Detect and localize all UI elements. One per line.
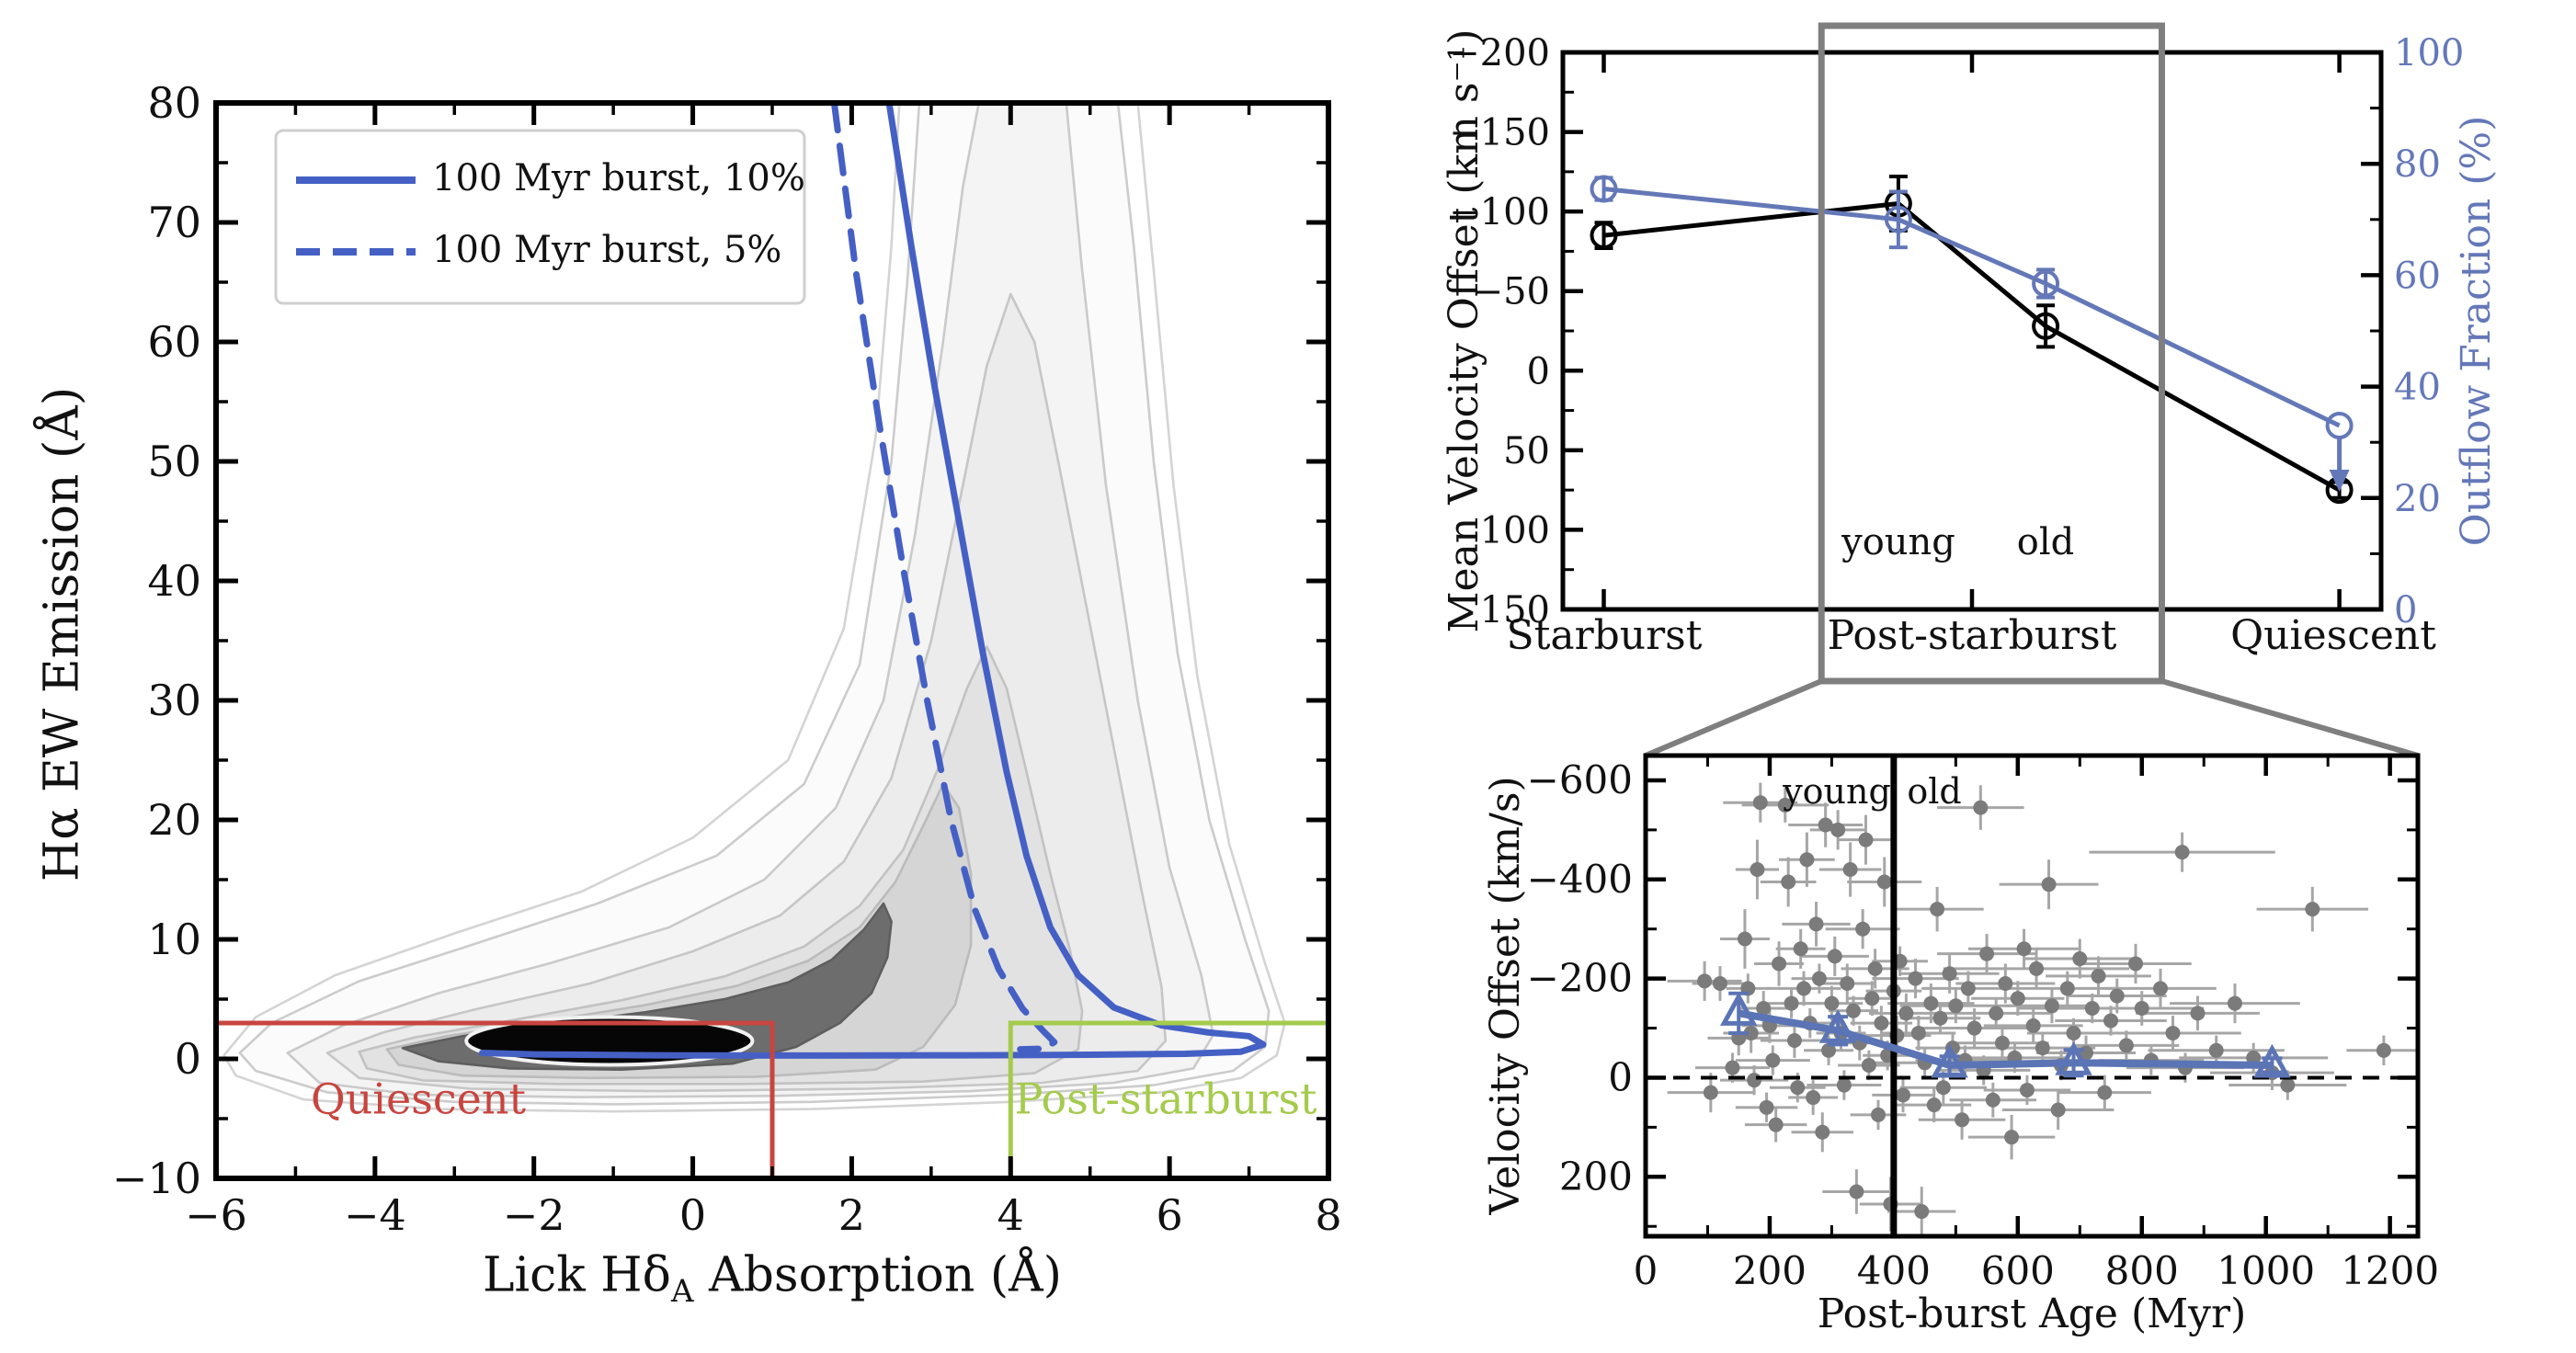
top-annotation-old: old (2016, 521, 2075, 563)
region-label-post-starburst: Post-starburst (1014, 1074, 1317, 1124)
legend-entry-10pct: 100 Myr burst, 10% (432, 157, 805, 199)
svg-text:50: 50 (147, 437, 201, 486)
svg-text:−6: −6 (185, 1190, 247, 1240)
zoom-inset-box (1818, 22, 2165, 685)
region-label-quiescent: Quiescent (311, 1074, 526, 1124)
series-line-0 (1603, 200, 2341, 493)
svg-text:0: 0 (1634, 1248, 1658, 1293)
svg-text:60: 60 (147, 317, 201, 367)
svg-text:1200: 1200 (2341, 1248, 2439, 1293)
svg-text:0: 0 (1527, 350, 1550, 392)
svg-text:20: 20 (2394, 478, 2441, 520)
category-label-post-starburst: Post-starburst (1827, 611, 2117, 659)
bottom-x-axis-label: Post-burst Age (Myr) (1817, 1290, 2247, 1337)
category-label-starburst: Starburst (1506, 611, 1703, 659)
svg-text:8: 8 (1315, 1190, 1341, 1240)
svg-text:0: 0 (2394, 589, 2417, 631)
svg-text:100: 100 (2394, 32, 2464, 74)
svg-text:400: 400 (1857, 1248, 1931, 1293)
svg-text:10: 10 (147, 915, 201, 964)
bottom-axes-box (1643, 753, 2421, 1239)
svg-text:−2: −2 (503, 1190, 565, 1240)
svg-text:150: 150 (1480, 589, 1550, 631)
velocity-outflow-plot: −200 −150 −100 −50 0 50 100 150 0 20 40 60 80 100 (1449, 22, 2464, 758)
contour-plot: −6 −4 −2 0 2 4 6 8 80 70 60 50 40 30 20 10 0 −10 (112, 78, 1342, 1240)
svg-text:−400: −400 (1527, 857, 1633, 902)
series-marker (2032, 269, 2060, 298)
median-triangle (2055, 1041, 2092, 1075)
svg-text:−200: −200 (1527, 956, 1633, 1001)
svg-text:100: 100 (1480, 509, 1550, 551)
series-marker (1590, 175, 1618, 203)
svg-text:2: 2 (838, 1190, 865, 1240)
top-annotation-young: young (1841, 521, 1955, 563)
series-line-1 (1603, 186, 2341, 428)
bottom-annotation-old: old (1907, 771, 1962, 813)
series-marker (2325, 412, 2354, 440)
svg-text:200: 200 (1733, 1248, 1807, 1293)
zoom-funnel-left (1644, 678, 1823, 758)
svg-text:6: 6 (1157, 1190, 1183, 1240)
svg-text:−4: −4 (344, 1190, 406, 1240)
svg-text:−10: −10 (112, 1154, 201, 1203)
svg-text:1000: 1000 (2217, 1248, 2315, 1293)
model-curve-dashed (830, 103, 1058, 1053)
series-marker (2032, 312, 2060, 340)
svg-text:80: 80 (2394, 143, 2441, 186)
svg-text:−50: −50 (1473, 271, 1550, 313)
zoom-funnel-right (2160, 678, 2419, 758)
svg-text:200: 200 (1559, 1154, 1633, 1199)
bottom-y-axis-label: Velocity Offset (km/s) (1481, 776, 1529, 1215)
svg-text:40: 40 (2394, 367, 2441, 409)
post-starburst-region-outline (1008, 1020, 1328, 1178)
svg-text:−600: −600 (1527, 757, 1633, 802)
series-marker (1884, 205, 1912, 233)
category-label-quiescent: Quiescent (2230, 611, 2436, 659)
bottom-annotation-young: young (1783, 771, 1891, 813)
svg-text:50: 50 (1503, 430, 1550, 472)
svg-text:4: 4 (997, 1190, 1024, 1240)
median-triangle (1719, 992, 1758, 1026)
left-x-axis-label: Lick HδA Absorption (Å) (482, 1247, 1063, 1310)
svg-text:−150: −150 (1449, 112, 1550, 154)
velocity-age-scatter-plot: 0 200 400 600 800 1000 1200 −600 −400 −200 0 200 (1527, 753, 2439, 1293)
svg-text:600: 600 (1981, 1248, 2055, 1293)
median-triangle (1931, 1043, 1968, 1078)
svg-text:60: 60 (2394, 255, 2441, 297)
scatter-points (1697, 795, 2391, 1220)
svg-text:0: 0 (679, 1190, 706, 1240)
svg-text:0: 0 (1608, 1054, 1633, 1099)
x-label-sub: A (670, 1273, 694, 1310)
svg-text:40: 40 (147, 556, 201, 606)
legend-entry-5pct: 100 Myr burst, 5% (432, 229, 782, 271)
top-axes-box (1560, 50, 2384, 612)
contour-area (222, 103, 1286, 1113)
svg-text:0: 0 (175, 1034, 201, 1084)
series-marker (1590, 222, 1618, 250)
legend-box (274, 129, 806, 305)
x-label-post: Absorption (Å) (693, 1247, 1063, 1303)
quiescent-region-outline (216, 1020, 775, 1178)
svg-text:70: 70 (147, 198, 201, 247)
top-left-y-axis-label: Mean Velocity Offset (km s⁻¹) (1440, 28, 1487, 633)
svg-text:80: 80 (147, 78, 201, 128)
model-curve-solid (479, 103, 1267, 1059)
x-label-pre: Lick Hδ (482, 1247, 671, 1303)
scatter-errorbars (1667, 782, 2418, 1236)
svg-text:−100: −100 (1449, 191, 1550, 233)
median-triangle (1818, 1009, 1857, 1043)
binned-median-series (1719, 991, 2291, 1078)
svg-text:800: 800 (2105, 1248, 2179, 1293)
svg-text:20: 20 (147, 795, 201, 845)
left-y-axis-label: Hα EW Emission (Å) (34, 386, 90, 882)
svg-text:−200: −200 (1449, 32, 1550, 74)
svg-text:30: 30 (147, 676, 201, 725)
scatter-area (1646, 756, 2418, 1236)
median-triangle (2253, 1043, 2291, 1078)
top-right-y-axis-label: Outflow Fraction (%) (2452, 115, 2500, 547)
